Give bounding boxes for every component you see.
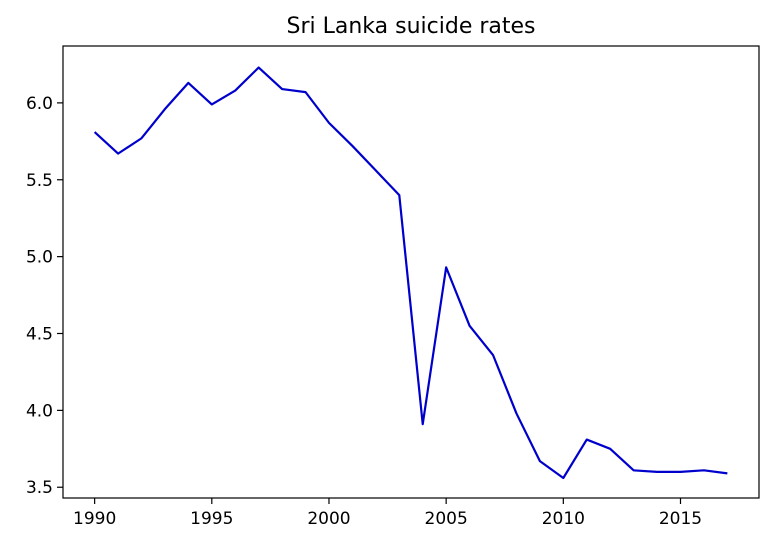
x-axis: 1990 1995 2000 2005 2010 2015 (73, 498, 702, 529)
x-tick-label: 1990 (73, 509, 116, 529)
chart-title: Sri Lanka suicide rates (287, 14, 536, 39)
y-tick-label: 4.5 (26, 324, 53, 344)
x-tick-label: 1995 (190, 509, 233, 529)
y-tick-label: 6.0 (26, 94, 53, 114)
y-tick-label: 3.5 (26, 478, 53, 498)
x-tick-label: 2000 (307, 509, 350, 529)
x-tick-label: 2005 (425, 509, 468, 529)
x-tick-label: 2015 (659, 509, 702, 529)
y-tick-label: 5.5 (26, 171, 53, 191)
series-layer (93, 66, 728, 480)
plot-area (62, 45, 760, 499)
series-line (93, 66, 728, 480)
y-tick-label: 4.0 (26, 401, 53, 421)
x-tick-label: 2010 (542, 509, 585, 529)
y-tick-label: 5.0 (26, 248, 53, 268)
y-axis: 3.5 4.0 4.5 5.0 5.5 6.0 (26, 94, 63, 498)
